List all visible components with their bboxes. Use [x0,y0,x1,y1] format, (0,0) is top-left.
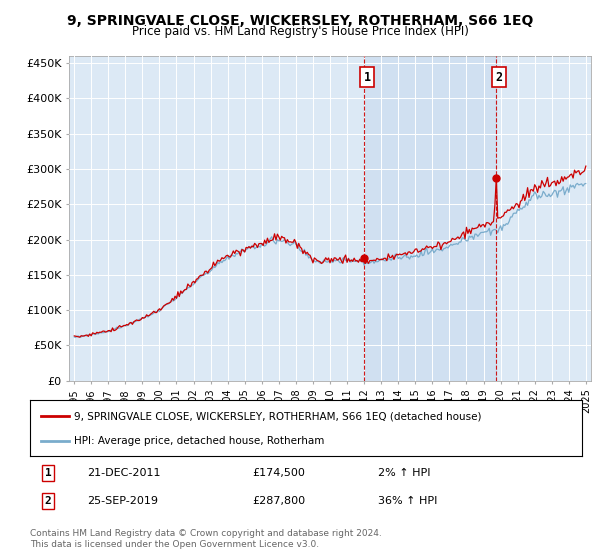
Text: 36% ↑ HPI: 36% ↑ HPI [378,496,437,506]
Text: 1: 1 [364,71,371,83]
Text: £174,500: £174,500 [252,468,305,478]
Text: 2: 2 [44,496,52,506]
Text: Contains HM Land Registry data © Crown copyright and database right 2024.
This d: Contains HM Land Registry data © Crown c… [30,529,382,549]
Text: Price paid vs. HM Land Registry's House Price Index (HPI): Price paid vs. HM Land Registry's House … [131,25,469,38]
Text: 2% ↑ HPI: 2% ↑ HPI [378,468,431,478]
Text: 1: 1 [44,468,52,478]
Text: HPI: Average price, detached house, Rotherham: HPI: Average price, detached house, Roth… [74,436,325,446]
Text: 21-DEC-2011: 21-DEC-2011 [87,468,161,478]
Text: 2: 2 [496,71,503,83]
Text: 9, SPRINGVALE CLOSE, WICKERSLEY, ROTHERHAM, S66 1EQ: 9, SPRINGVALE CLOSE, WICKERSLEY, ROTHERH… [67,14,533,28]
Bar [364,56,496,381]
Text: 9, SPRINGVALE CLOSE, WICKERSLEY, ROTHERHAM, S66 1EQ (detached house): 9, SPRINGVALE CLOSE, WICKERSLEY, ROTHERH… [74,411,482,421]
Text: £287,800: £287,800 [252,496,305,506]
Text: 25-SEP-2019: 25-SEP-2019 [87,496,158,506]
